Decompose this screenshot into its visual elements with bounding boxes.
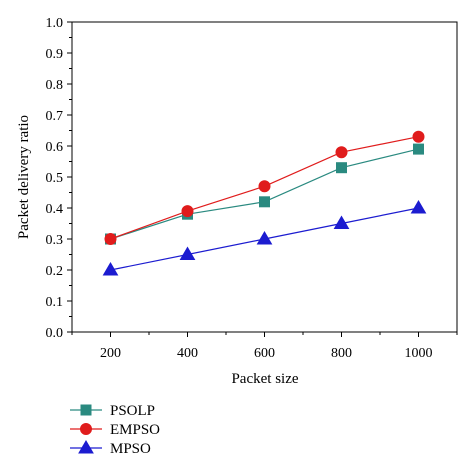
y-tick-label: 0.1 xyxy=(46,295,64,310)
data-point-psolp xyxy=(336,162,347,174)
y-axis-title: Packet delivery ratio xyxy=(16,115,32,239)
data-point-psolp xyxy=(413,143,424,155)
y-tick-label: 1.0 xyxy=(46,16,64,31)
legend-marker-mpso xyxy=(78,440,94,454)
series-empso xyxy=(104,130,425,245)
legend-marker-empso xyxy=(80,423,92,435)
series-psolp xyxy=(105,143,424,245)
y-tick-label: 0.0 xyxy=(46,326,64,341)
data-point-empso xyxy=(181,205,194,218)
x-tick-label: 200 xyxy=(100,346,121,361)
plot-area xyxy=(71,21,458,333)
axes: 0.0 0.1 0.2 0.3 0.4 0.5 0.6 0.7 0.8 0.9 1.0 200 400 6… xyxy=(46,16,458,361)
y-tick-label: 0.4 xyxy=(46,202,64,217)
y-tick-label: 0.6 xyxy=(46,140,64,155)
legend-label-mpso: MPSO xyxy=(110,441,151,457)
plot-frame xyxy=(71,21,458,333)
x-tick-label: 400 xyxy=(177,346,198,361)
data-point-empso xyxy=(412,130,425,143)
y-tick-label: 0.9 xyxy=(46,47,64,62)
series-mpso xyxy=(102,200,427,276)
data-point-mpso xyxy=(333,215,350,229)
y-tick-label: 0.5 xyxy=(46,171,64,186)
data-point-mpso xyxy=(410,200,427,214)
data-point-psolp xyxy=(259,196,270,208)
series-line-psolp xyxy=(110,148,419,240)
data-point-empso xyxy=(104,233,117,245)
legend-item-mpso: MPSO xyxy=(70,440,151,457)
series-layer xyxy=(102,130,427,276)
legend-item-empso: EMPSO xyxy=(70,422,160,438)
data-point-mpso xyxy=(102,262,119,276)
x-tick-label: 600 xyxy=(254,346,275,361)
data-point-mpso xyxy=(179,246,196,260)
data-point-empso xyxy=(258,180,271,193)
x-tick-label: 1000 xyxy=(405,346,433,361)
y-tick-label: 0.8 xyxy=(46,78,64,93)
y-tick-label: 0.7 xyxy=(46,109,64,124)
data-point-empso xyxy=(335,146,348,159)
y-tick-label: 0.3 xyxy=(46,233,64,248)
data-point-mpso xyxy=(256,231,273,245)
legend-label-empso: EMPSO xyxy=(110,422,160,438)
y-tick-label: 0.2 xyxy=(46,264,64,279)
legend-item-psolp: PSOLP xyxy=(70,403,155,419)
x-tick-label: 800 xyxy=(331,346,352,361)
legend-marker-psolp xyxy=(80,404,92,416)
legend: PSOLP EMPSO MPSO xyxy=(70,403,160,457)
x-axis-title: Packet size xyxy=(231,371,298,387)
legend-label-psolp: PSOLP xyxy=(110,403,155,419)
